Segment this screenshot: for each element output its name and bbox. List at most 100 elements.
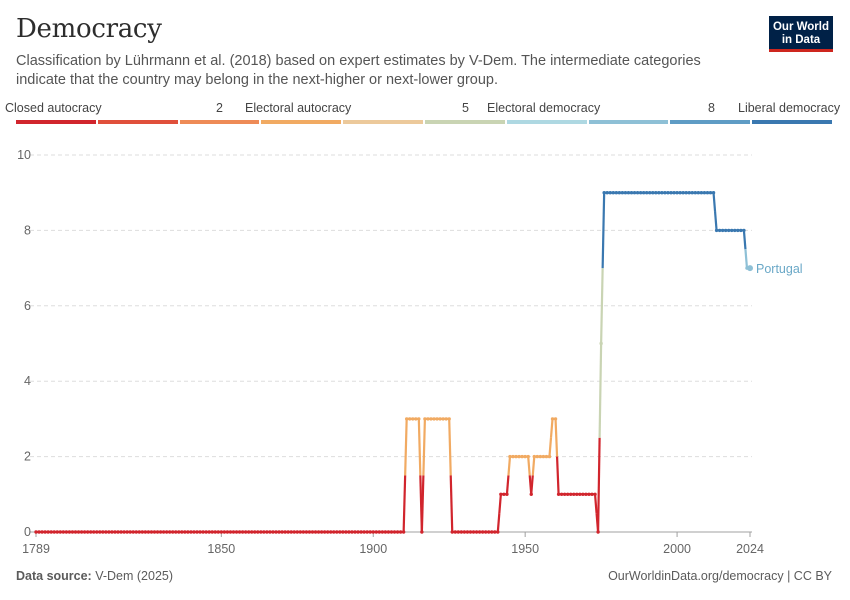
data-point [611, 191, 615, 195]
data-point [532, 454, 536, 459]
data-point [648, 191, 652, 195]
data-point [216, 530, 220, 534]
series-segment [530, 475, 534, 495]
legend-swatch [261, 120, 342, 124]
data-point [389, 530, 394, 534]
chart-title: Democracy [16, 14, 162, 44]
data-point [265, 530, 269, 534]
data-point [590, 492, 594, 496]
legend-label-liberal-democracy[interactable]: Liberal democracy [738, 101, 841, 115]
data-point [620, 191, 625, 195]
data-point [146, 530, 151, 534]
y-tick-label: 0 [24, 525, 31, 539]
data-point [641, 191, 646, 195]
data-point [79, 530, 84, 534]
data-point [155, 530, 160, 534]
data-point [271, 530, 275, 534]
data-point [487, 530, 491, 534]
data-point [693, 191, 698, 195]
data-point [544, 454, 549, 459]
data-point [344, 530, 348, 534]
data-point [137, 530, 142, 534]
y-tick-label: 8 [24, 223, 31, 237]
series-segment [744, 249, 749, 269]
legend-label-closed-autocracy[interactable]: Closed autocracy [5, 101, 102, 115]
data-point [502, 492, 506, 496]
data-point [562, 492, 567, 496]
data-point [125, 530, 129, 534]
data-point [635, 191, 640, 195]
legend-label-electoral-autocracy[interactable]: Electoral autocracy [245, 101, 352, 115]
series-segment [593, 494, 598, 514]
data-point [325, 530, 330, 534]
data-point [684, 191, 688, 195]
data-point [517, 454, 521, 459]
data-point [459, 530, 464, 534]
series-segment [404, 418, 408, 476]
data-point [143, 530, 148, 534]
legend-label-electoral-democracy[interactable]: Electoral democracy [487, 101, 601, 115]
data-point [338, 530, 342, 534]
data-point [277, 530, 281, 534]
data-point [666, 191, 670, 195]
series-segment [417, 418, 422, 476]
y-tick-label: 10 [17, 148, 31, 162]
data-point [395, 530, 400, 534]
data-point [283, 530, 287, 534]
data-point [237, 530, 242, 534]
data-point [64, 530, 69, 534]
data-point [657, 191, 661, 195]
data-point [262, 530, 266, 534]
data-point [92, 530, 96, 534]
data-point [505, 492, 509, 496]
data-point [602, 191, 606, 195]
data-point [207, 530, 211, 534]
owid-logo[interactable]: Our World in Data [769, 16, 833, 52]
data-source-value[interactable]: V-Dem (2025) [95, 569, 174, 583]
series-label-portugal[interactable]: Portugal [756, 262, 803, 276]
series-segment [601, 192, 606, 269]
data-point [511, 454, 515, 459]
legend-swatch [425, 120, 505, 124]
data-point [474, 530, 479, 534]
legend-swatch [506, 120, 587, 124]
data-point [669, 191, 673, 195]
data-point [186, 530, 190, 534]
data-point [82, 530, 87, 534]
x-tick-label: 1900 [359, 542, 387, 556]
series-segment [420, 475, 425, 533]
data-point [596, 530, 600, 534]
data-point [499, 492, 503, 496]
data-point [107, 530, 111, 534]
data-point [73, 530, 78, 534]
footer-url[interactable]: OurWorldinData.org/democracy | CC BY [608, 569, 832, 583]
data-point [711, 191, 716, 195]
data-point [429, 417, 433, 421]
data-point [286, 530, 290, 534]
data-point [417, 417, 421, 421]
data-point [116, 530, 120, 534]
data-point [587, 492, 591, 496]
data-point [350, 530, 354, 534]
data-point [341, 530, 345, 534]
data-point [553, 417, 558, 421]
y-tick-label: 4 [24, 374, 31, 388]
data-point [46, 530, 50, 534]
data-point [742, 228, 746, 233]
data-point [310, 530, 315, 534]
series-segment [598, 343, 603, 438]
data-point [171, 530, 175, 534]
data-point [322, 530, 327, 534]
legend-swatch [16, 120, 96, 124]
data-point [228, 530, 233, 534]
data-point [292, 530, 296, 534]
series-segment [742, 230, 747, 250]
data-point [122, 530, 126, 534]
series-segment [402, 475, 407, 533]
data-point [295, 530, 299, 534]
data-point [383, 530, 388, 534]
data-point [49, 530, 53, 534]
data-point [453, 530, 457, 534]
data-point [113, 530, 117, 534]
data-point [717, 228, 722, 233]
